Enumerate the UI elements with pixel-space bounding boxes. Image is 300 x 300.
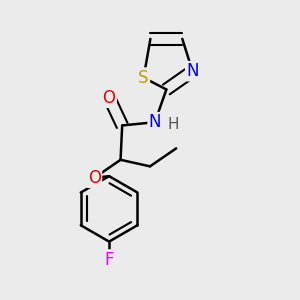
Text: H: H bbox=[167, 117, 179, 132]
Text: S: S bbox=[138, 69, 149, 87]
Text: O: O bbox=[88, 169, 101, 187]
Text: N: N bbox=[186, 62, 199, 80]
Text: N: N bbox=[149, 113, 161, 131]
Text: O: O bbox=[103, 89, 116, 107]
Text: F: F bbox=[104, 250, 114, 268]
